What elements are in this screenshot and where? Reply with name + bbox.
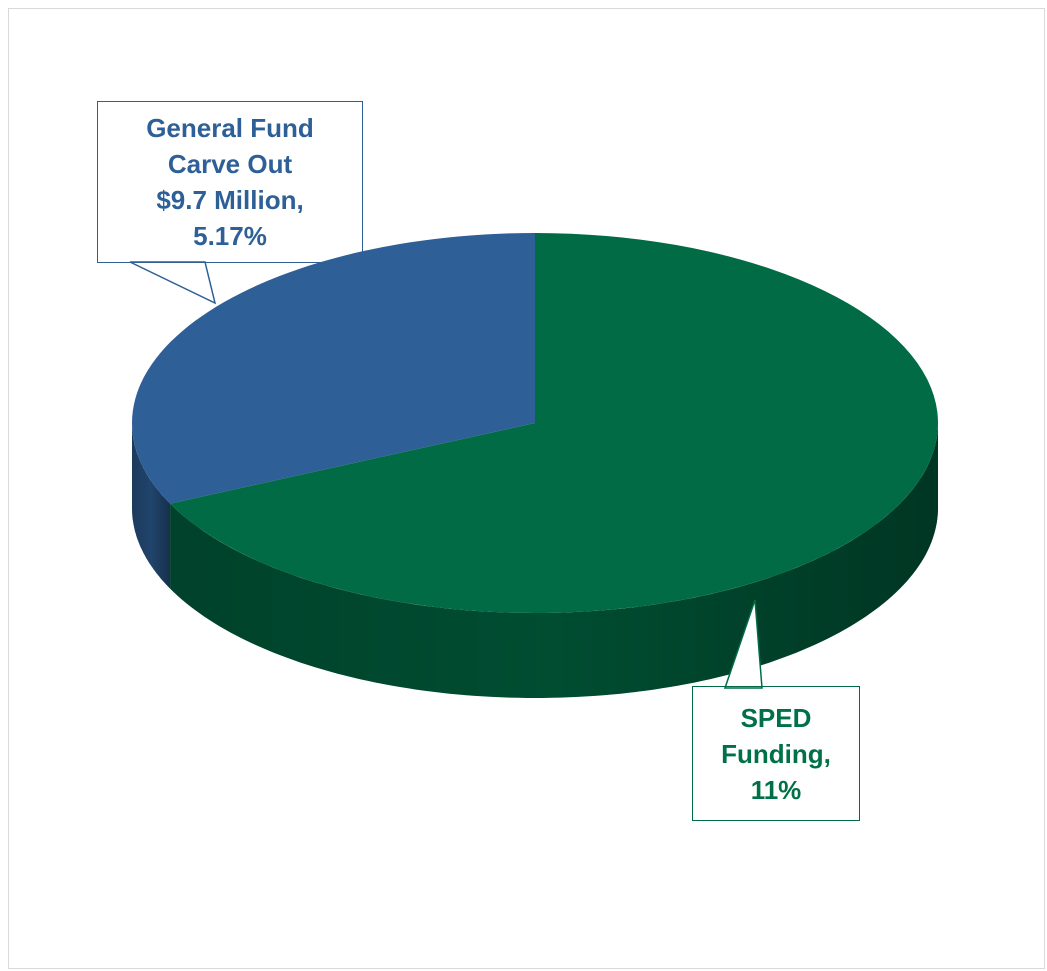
- slice: [131, 233, 535, 504]
- data-callout: SPED Funding, 11%: [692, 686, 860, 821]
- value-label: 11%: [750, 774, 802, 805]
- slice: [170, 233, 938, 614]
- callout-pointer: [723, 599, 763, 689]
- value-label: 5.17%: [193, 221, 267, 251]
- data-callout: General Fund Carve Out $9.7 Million, 5.1…: [97, 101, 363, 263]
- slice-side-shade: [132, 424, 171, 589]
- category-label: General Fund Carve Out $9.7 Million,: [146, 113, 314, 215]
- category-label: SPED Funding,: [721, 702, 831, 769]
- callout-pointer: [129, 261, 217, 305]
- chart-frame: [8, 8, 1045, 969]
